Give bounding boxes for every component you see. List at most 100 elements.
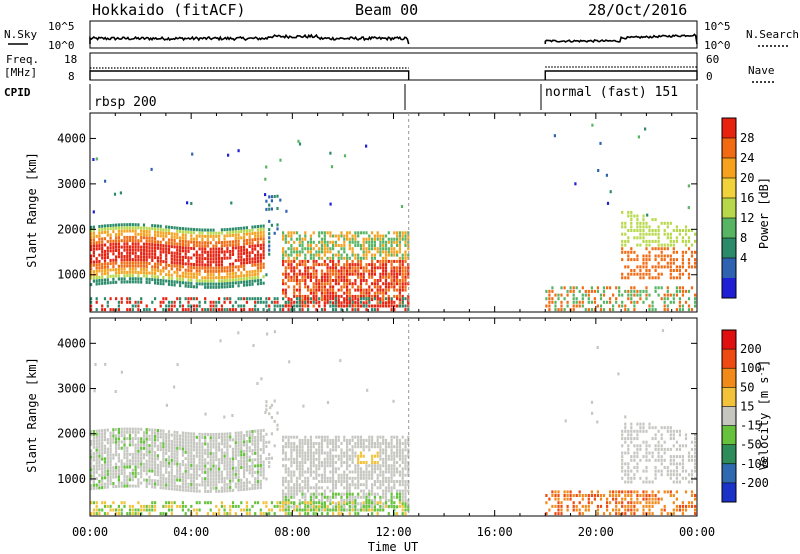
- power-cell: [201, 279, 204, 283]
- power-cell: [295, 247, 299, 251]
- vel-cell: [154, 444, 157, 448]
- power-cell: [206, 228, 209, 232]
- power-cell: [295, 282, 299, 286]
- power-cell: [120, 232, 123, 236]
- power-cell: [326, 250, 329, 254]
- power-cell: [346, 237, 349, 241]
- vel-cell: [170, 449, 173, 453]
- power-cell: [390, 269, 393, 273]
- vel-cell: [162, 439, 165, 442]
- vel-cell: [237, 475, 240, 479]
- vel-cell: [209, 461, 212, 465]
- vel-cell: [587, 501, 590, 505]
- vel-cell: [312, 457, 315, 461]
- power-cell: [137, 255, 140, 259]
- vel-cell: [651, 426, 654, 430]
- vel-cell: [318, 501, 321, 505]
- vel-cell: [309, 435, 312, 439]
- power-cell: [687, 304, 691, 308]
- vel-cell: [204, 448, 207, 452]
- vel-cell: [326, 476, 329, 480]
- vel-cell: [282, 495, 285, 499]
- power-cell: [379, 240, 382, 244]
- vel-cell: [184, 438, 187, 442]
- vel-cell: [170, 504, 173, 508]
- vel-cell: [329, 442, 332, 445]
- vel-cell: [231, 473, 235, 477]
- power-cell: [167, 244, 171, 248]
- power-cell: [128, 300, 132, 304]
- power-cell: [309, 291, 312, 295]
- power-cell: [295, 294, 299, 298]
- vel-cell: [154, 438, 157, 442]
- vel-cell: [126, 452, 129, 456]
- vel-cell: [90, 468, 93, 472]
- vel-cell: [123, 465, 126, 469]
- vel-cell: [106, 479, 109, 483]
- vel-cell: [624, 422, 627, 426]
- power-cell: [666, 293, 669, 297]
- power-cell: [256, 250, 260, 254]
- power-cell: [593, 289, 596, 293]
- power-cell: [231, 308, 235, 312]
- power-cell: [654, 239, 657, 243]
- power-cell: [234, 246, 237, 250]
- vel-cell: [384, 492, 388, 496]
- power-cell: [343, 234, 346, 238]
- vel-cell: [362, 489, 365, 493]
- power-cell: [140, 280, 143, 284]
- vel-cell: [630, 469, 633, 473]
- power-cell: [98, 260, 101, 263]
- vel-cell: [312, 512, 315, 516]
- vel-cell: [154, 482, 157, 486]
- vel-cell: [323, 480, 326, 483]
- power-cell: [371, 259, 374, 263]
- vel-cell: [151, 438, 154, 441]
- vel-cell: [554, 504, 557, 508]
- power-cell: [326, 291, 329, 295]
- power-cell: [231, 240, 235, 244]
- power-cell: [346, 256, 349, 260]
- vel-cell: [159, 470, 162, 474]
- power-cell: [323, 275, 326, 279]
- vel-cell: [92, 452, 95, 456]
- power-cell: [192, 237, 196, 241]
- vel-cell: [340, 502, 343, 506]
- power-cell: [117, 274, 120, 278]
- vel-cell: [156, 429, 159, 432]
- power-cell: [218, 263, 221, 267]
- power-cell: [256, 282, 260, 286]
- power-cell: [675, 236, 678, 240]
- vel-cell: [184, 485, 187, 489]
- vel-cell: [131, 427, 134, 431]
- power-cell: [192, 253, 196, 257]
- power-cell: [548, 289, 551, 293]
- power-cell: [145, 265, 148, 268]
- power-cell: [332, 269, 335, 273]
- vel-cell: [209, 477, 212, 481]
- vel-cell: [165, 504, 168, 508]
- power-cell: [212, 231, 215, 235]
- power-cell: [282, 253, 285, 257]
- vel-cell: [231, 457, 235, 461]
- power-cell: [195, 304, 198, 308]
- power-cell: [357, 269, 360, 273]
- power-cell: [382, 272, 385, 276]
- vel-cell: [256, 438, 260, 442]
- vel-cell: [229, 457, 232, 461]
- vel-cell: [145, 453, 148, 457]
- power-cell: [209, 266, 212, 270]
- power-cell: [187, 265, 190, 269]
- vel-cell: [248, 455, 251, 459]
- power-cell: [373, 308, 376, 312]
- vel-cell: [167, 445, 171, 449]
- power-cell: [215, 247, 218, 251]
- power-cell: [140, 232, 143, 236]
- power-cell: [315, 279, 318, 282]
- power-cell: [237, 149, 240, 153]
- power-cell: [90, 235, 93, 239]
- vel-cell: [195, 483, 198, 487]
- vel-cell: [621, 437, 624, 441]
- vel-cell: [181, 441, 184, 444]
- vel-cell: [379, 457, 382, 461]
